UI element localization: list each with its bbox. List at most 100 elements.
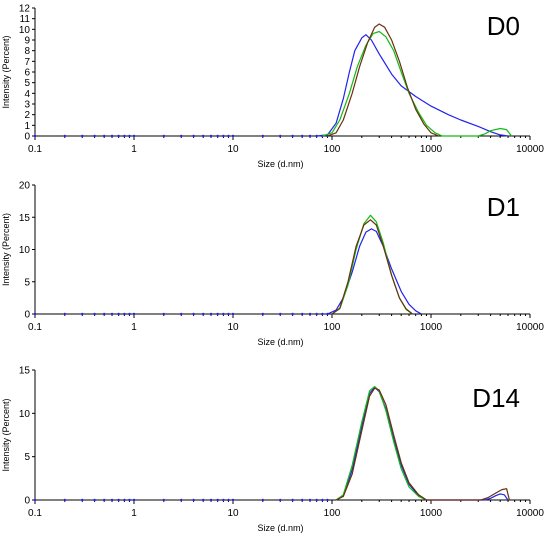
baseline-point — [315, 312, 318, 316]
x-tick-label: 0.1 — [28, 508, 42, 519]
baseline-point — [209, 312, 213, 316]
y-axis-title: Intensity (Percent) — [1, 398, 11, 471]
baseline-point — [192, 498, 195, 502]
baseline-point — [117, 498, 120, 502]
baseline-point — [222, 498, 225, 502]
y-tick-label: 10 — [19, 409, 31, 420]
baseline-point — [162, 134, 166, 138]
x-tick-label: 1 — [131, 508, 137, 519]
series-line-run1 — [335, 386, 509, 501]
baseline-point — [201, 498, 205, 502]
baseline-point — [216, 134, 219, 138]
baseline-point — [222, 312, 225, 316]
baseline-point — [308, 498, 312, 502]
x-tick-label: 100 — [324, 508, 341, 519]
baseline-point — [326, 498, 329, 502]
baseline-point — [110, 312, 114, 316]
baseline-point — [192, 134, 195, 138]
baseline-point — [222, 134, 225, 138]
baseline-point — [291, 498, 294, 502]
series-line-run3 — [327, 23, 440, 137]
y-tick-label: 3 — [24, 100, 30, 111]
y-tick-label: 5 — [24, 452, 30, 463]
baseline-point — [33, 312, 37, 316]
baseline-point — [231, 498, 235, 502]
x-tick-label: 1 — [131, 322, 137, 333]
x-tick-label: 1 — [131, 144, 137, 155]
baseline-point — [117, 134, 120, 138]
baseline-point — [117, 312, 120, 316]
x-axis-title: Size (d.nm) — [257, 337, 303, 347]
y-tick-label: 5 — [24, 78, 30, 89]
baseline-point — [180, 498, 183, 502]
y-tick-label: 1 — [24, 121, 30, 132]
baseline-point — [93, 498, 96, 502]
baseline-point — [110, 498, 114, 502]
baseline-point — [201, 312, 205, 316]
baseline-point — [128, 312, 131, 316]
x-axis-title: Size (d.nm) — [257, 159, 303, 169]
series-line-run3 — [331, 219, 413, 315]
baseline-point — [93, 312, 96, 316]
x-tick-label: 10 — [227, 322, 239, 333]
y-tick-label: 4 — [24, 89, 30, 100]
baseline-point — [192, 312, 195, 316]
baseline-point — [81, 134, 84, 138]
baseline-point — [261, 312, 265, 316]
baseline-point — [33, 134, 37, 138]
baseline-point — [63, 134, 67, 138]
y-tick-label: 0 — [24, 132, 30, 143]
baseline-point — [123, 134, 126, 138]
baseline-point — [279, 134, 282, 138]
panel-label: D1 — [487, 192, 520, 222]
x-tick-label: 0.1 — [28, 322, 42, 333]
baseline-point — [63, 498, 67, 502]
x-tick-label: 10000 — [516, 508, 544, 519]
y-tick-label: 5 — [24, 277, 30, 288]
baseline-point — [279, 498, 282, 502]
baseline-point — [128, 134, 131, 138]
x-tick-label: 1000 — [420, 144, 443, 155]
baseline-point — [123, 312, 126, 316]
baseline-point — [123, 498, 126, 502]
baseline-point — [201, 134, 205, 138]
x-tick-label: 10 — [227, 508, 239, 519]
baseline-point — [227, 498, 230, 502]
series-line-run2 — [335, 385, 427, 501]
baseline-point — [227, 134, 230, 138]
y-axis-title: Intensity (Percent) — [1, 35, 11, 108]
panel-label: D0 — [487, 11, 520, 41]
y-tick-label: 10 — [19, 245, 31, 256]
baseline-point — [279, 312, 282, 316]
x-tick-label: 100 — [324, 144, 341, 155]
x-tick-label: 1000 — [420, 322, 443, 333]
y-tick-label: 15 — [19, 213, 31, 224]
y-tick-label: 9 — [24, 36, 30, 47]
y-tick-label: 6 — [24, 68, 30, 79]
baseline-point — [128, 498, 131, 502]
baseline-point — [315, 498, 318, 502]
baseline-point — [308, 134, 312, 138]
x-tick-label: 10000 — [516, 144, 544, 155]
baseline-point — [102, 312, 106, 316]
x-tick-label: 0.1 — [28, 144, 42, 155]
baseline-point — [300, 134, 304, 138]
baseline-point — [162, 498, 166, 502]
y-tick-label: 0 — [24, 310, 30, 321]
y-tick-label: 10 — [19, 25, 31, 36]
y-tick-label: 7 — [24, 57, 30, 68]
baseline-point — [291, 134, 294, 138]
y-tick-label: 20 — [19, 181, 31, 192]
baseline-point — [102, 134, 106, 138]
series-line-run3 — [335, 387, 510, 501]
y-tick-label: 12 — [19, 4, 31, 15]
x-tick-label: 100 — [324, 322, 341, 333]
baseline-point — [321, 312, 324, 316]
y-tick-label: 11 — [20, 14, 31, 25]
baseline-point — [102, 498, 106, 502]
baseline-point — [132, 498, 136, 502]
chart-panel-d14: 0 5 10 15 0.1 1 10 100 1000 10000 Size (d.nm) Inten… — [1, 366, 544, 534]
chart-panel-d1: 0 5 10 15 20 0.1 1 10 100 1000 10000 Size (d.nm) Int… — [1, 181, 544, 348]
